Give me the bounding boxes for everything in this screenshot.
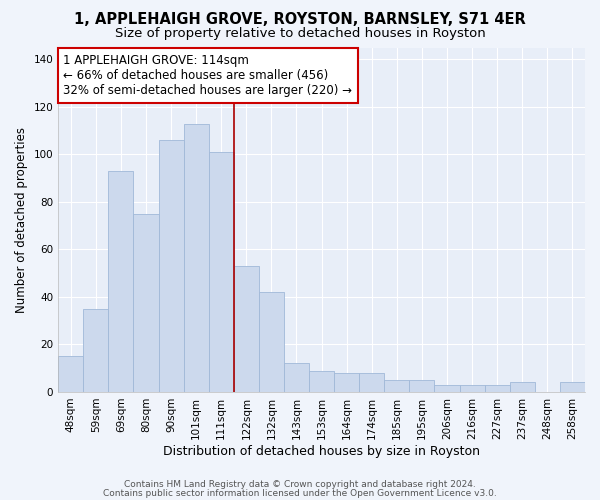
Bar [284, 364, 309, 392]
Bar [58, 356, 83, 392]
Text: 1 APPLEHAIGH GROVE: 114sqm
← 66% of detached houses are smaller (456)
32% of sem: 1 APPLEHAIGH GROVE: 114sqm ← 66% of deta… [64, 54, 352, 98]
Bar [409, 380, 434, 392]
Bar [209, 152, 234, 392]
Bar [234, 266, 259, 392]
Bar [334, 373, 359, 392]
Bar [109, 171, 133, 392]
Text: Size of property relative to detached houses in Royston: Size of property relative to detached ho… [115, 28, 485, 40]
Bar [309, 370, 334, 392]
Bar [158, 140, 184, 392]
Text: 1, APPLEHAIGH GROVE, ROYSTON, BARNSLEY, S71 4ER: 1, APPLEHAIGH GROVE, ROYSTON, BARNSLEY, … [74, 12, 526, 28]
Text: Contains public sector information licensed under the Open Government Licence v3: Contains public sector information licen… [103, 489, 497, 498]
Bar [460, 385, 485, 392]
Bar [385, 380, 409, 392]
Bar [359, 373, 385, 392]
Bar [83, 309, 109, 392]
Bar [133, 214, 158, 392]
Bar [184, 124, 209, 392]
Bar [434, 385, 460, 392]
Bar [485, 385, 510, 392]
Y-axis label: Number of detached properties: Number of detached properties [15, 126, 28, 312]
X-axis label: Distribution of detached houses by size in Royston: Distribution of detached houses by size … [163, 444, 480, 458]
Bar [259, 292, 284, 392]
Bar [560, 382, 585, 392]
Bar [510, 382, 535, 392]
Text: Contains HM Land Registry data © Crown copyright and database right 2024.: Contains HM Land Registry data © Crown c… [124, 480, 476, 489]
